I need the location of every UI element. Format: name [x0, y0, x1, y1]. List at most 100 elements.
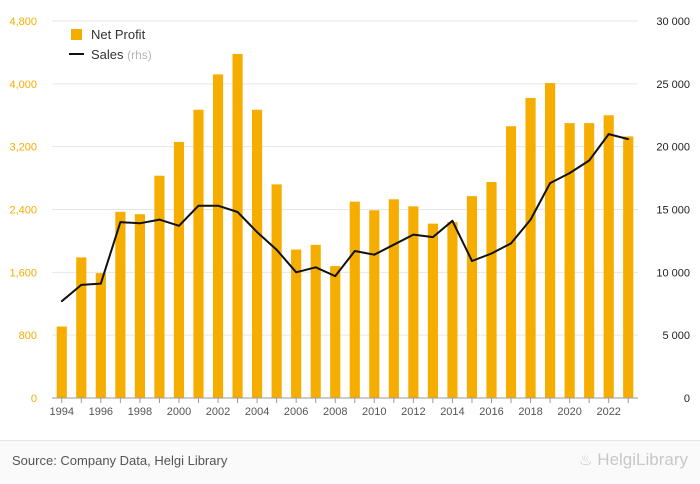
legend-label-net-profit: Net Profit [91, 27, 146, 42]
net-profit-bar-2018 [525, 97, 536, 399]
sales-point-2012 [412, 233, 415, 236]
y-left-tick-label: 1,600 [9, 267, 37, 279]
net-profit-bar-2017 [505, 126, 517, 398]
sales-point-1995 [80, 284, 83, 286]
net-profit-bar-2012 [408, 206, 419, 398]
y-right-tick-label: 10 000 [656, 267, 690, 279]
brand-logo: ♨ HelgiLibrary [579, 450, 688, 470]
net-profit-bar-1994 [56, 326, 67, 398]
net-profit-bar-2001 [193, 109, 204, 399]
sales-point-2007 [314, 266, 317, 269]
sales-point-2005 [275, 248, 278, 251]
legend-label-sales: Sales (rhs) [91, 47, 152, 62]
x-tick-label: 2012 [401, 406, 425, 418]
net-profit-bar-2023 [623, 136, 634, 399]
net-profit-bar-2010 [369, 210, 380, 398]
sales-line-series [60, 133, 630, 303]
sales-point-2021 [588, 159, 591, 162]
net-profit-bar-2016 [486, 182, 497, 398]
y-left-tick-label: 4,800 [9, 16, 37, 28]
net-profit-bar-1998 [134, 214, 145, 398]
x-tick-label: 2018 [518, 406, 542, 418]
net-profit-bar-2004 [252, 109, 263, 399]
y-left-tick-label: 2,400 [9, 205, 37, 217]
sales-point-2011 [392, 243, 395, 246]
legend-swatch-net-profit [71, 29, 82, 40]
sales-point-2016 [490, 252, 493, 255]
net-profit-bar-2002 [212, 74, 224, 399]
y-left-tick-label: 0 [31, 393, 37, 405]
y-right-tick-label: 30 000 [656, 16, 690, 28]
net-profit-bar-2000 [173, 141, 185, 398]
sales-point-1999 [158, 218, 161, 221]
y-left-tick-label: 3,200 [9, 142, 37, 154]
x-tick-label: 2006 [284, 406, 308, 418]
y-right-tick-label: 20 000 [656, 142, 690, 154]
sales-point-2009 [353, 250, 356, 252]
net-profit-bars [56, 53, 634, 399]
net-profit-bar-2019 [545, 83, 556, 399]
sales-point-2004 [256, 231, 258, 234]
sales-point-2002 [217, 204, 219, 207]
x-tick-label: 2008 [323, 406, 347, 418]
net-profit-bar-2013 [427, 223, 438, 398]
axes: 0 800 1,600 2,400 3,200 4,000 4,800 0 5 000 10 00… [9, 16, 690, 418]
sales-point-1998 [139, 222, 141, 225]
sales-point-1997 [119, 221, 122, 223]
x-tick-label: 2016 [479, 406, 503, 418]
sales-point-2010 [373, 253, 376, 256]
sales-point-2006 [295, 271, 298, 274]
sales-point-1994 [60, 300, 63, 303]
y-right-tick-label: 0 [684, 393, 690, 405]
y-left-tick-label: 4,000 [9, 79, 37, 91]
net-profit-bar-2014 [447, 222, 458, 398]
net-profit-bar-2021 [584, 123, 595, 399]
net-profit-bar-1997 [115, 211, 126, 398]
sales-point-2022 [607, 133, 610, 136]
sales-point-2013 [432, 236, 434, 239]
sales-point-2000 [178, 224, 180, 227]
sales-point-2001 [197, 204, 200, 207]
x-tick-label: 2000 [167, 406, 191, 418]
x-tick-label: 2010 [362, 406, 386, 418]
y-right-tick-label: 15 000 [656, 205, 690, 217]
x-tick-label: 1998 [128, 406, 152, 418]
sales-point-2008 [334, 275, 337, 278]
sales-point-2019 [549, 182, 551, 185]
footer: Source: Company Data, Helgi Library ♨ He… [0, 440, 700, 484]
x-tick-label: 2004 [245, 406, 269, 418]
sales-point-2018 [529, 218, 532, 221]
y-right-tick-label: 25 000 [656, 79, 690, 91]
sales-point-2003 [236, 211, 239, 213]
source-note: Source: Company Data, Helgi Library [12, 453, 228, 468]
net-profit-bar-1999 [154, 175, 165, 398]
helgi-library-logo-icon: ♨ [578, 452, 593, 469]
net-profit-bar-2015 [466, 196, 478, 398]
chart-svg: 0 800 1,600 2,400 3,200 4,000 4,800 0 5 000 10 00… [9, 16, 690, 418]
net-profit-bar-2007 [310, 244, 321, 398]
x-tick-label: 1996 [89, 406, 113, 418]
y-right-tick-label: 5 000 [662, 330, 690, 342]
sales-point-2014 [451, 219, 454, 222]
net-profit-bar-2005 [271, 184, 282, 398]
net-profit-bar-2011 [388, 199, 399, 398]
net-profit-bar-2020 [564, 123, 575, 399]
y-left-tick-label: 800 [19, 330, 37, 342]
x-tick-label: 2022 [596, 406, 620, 418]
chart: 0 800 1,600 2,400 3,200 4,000 4,800 0 5 000 10 00… [9, 16, 690, 418]
sales-point-2023 [627, 138, 630, 141]
x-tick-label: 2014 [440, 406, 464, 418]
legend: Net Profit Sales (rhs) [69, 27, 152, 62]
brand-name: HelgiLibrary [597, 450, 688, 469]
net-profit-bar-2003 [232, 53, 243, 399]
net-profit-bar-1996 [95, 273, 106, 398]
x-tick-label: 2002 [206, 406, 230, 418]
sales-point-2017 [510, 242, 512, 245]
sales-line [61, 133, 629, 302]
net-profit-bar-2009 [349, 201, 360, 398]
net-profit-bar-2022 [603, 115, 614, 398]
net-profit-bar-2006 [291, 249, 302, 398]
sales-point-2020 [568, 172, 571, 174]
x-tick-label: 1994 [50, 406, 74, 418]
legend-label-sales-name: Sales [91, 47, 127, 62]
